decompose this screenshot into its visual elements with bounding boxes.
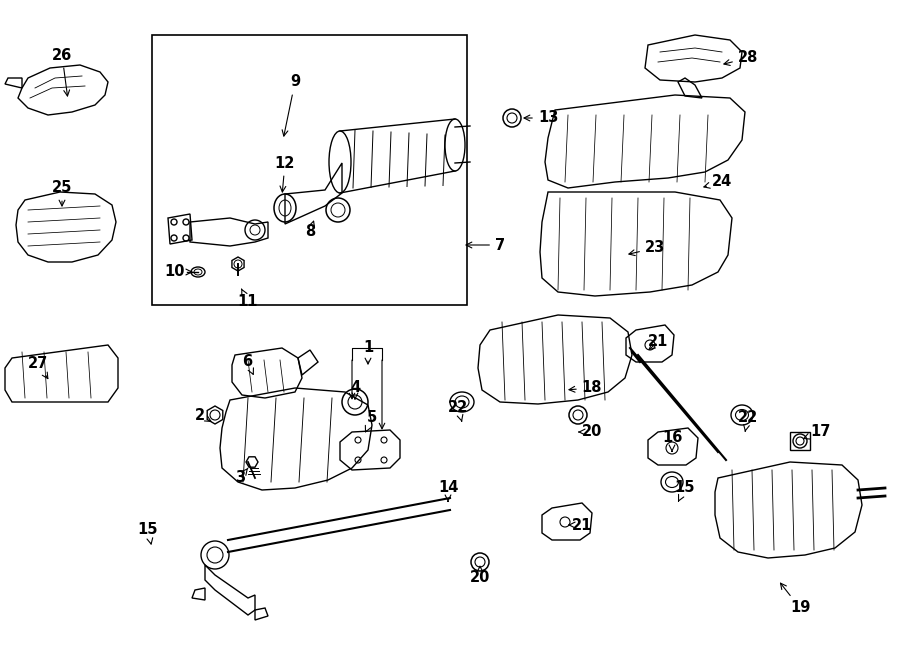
Text: 4: 4 — [350, 381, 360, 399]
Text: 23: 23 — [629, 241, 665, 256]
Text: 20: 20 — [470, 566, 490, 586]
Text: 20: 20 — [579, 424, 602, 440]
Text: 7: 7 — [466, 237, 505, 253]
Text: 3: 3 — [235, 468, 248, 485]
Text: 28: 28 — [724, 50, 758, 65]
Text: 24: 24 — [704, 175, 732, 190]
Text: 19: 19 — [780, 583, 810, 615]
Text: 15: 15 — [138, 522, 158, 544]
Text: 22: 22 — [448, 401, 468, 421]
Text: 11: 11 — [238, 289, 258, 309]
Text: 21: 21 — [569, 518, 592, 533]
Text: 10: 10 — [165, 264, 192, 280]
Text: 16: 16 — [662, 430, 682, 451]
Text: 25: 25 — [52, 180, 72, 206]
Text: 18: 18 — [569, 381, 602, 395]
Text: 21: 21 — [648, 334, 668, 350]
Bar — [152, 35, 467, 305]
Text: 17: 17 — [804, 424, 830, 440]
Bar — [790, 432, 810, 450]
Text: 14: 14 — [437, 481, 458, 501]
Text: 15: 15 — [675, 481, 695, 501]
Text: 2: 2 — [195, 407, 211, 422]
Text: 22: 22 — [738, 410, 758, 431]
Text: 1: 1 — [363, 340, 374, 364]
Text: 9: 9 — [282, 75, 300, 136]
Text: 27: 27 — [28, 356, 48, 379]
Text: 26: 26 — [52, 48, 72, 96]
Text: 13: 13 — [524, 110, 558, 126]
Text: 5: 5 — [365, 410, 377, 432]
Text: 8: 8 — [305, 221, 315, 239]
Text: 6: 6 — [242, 354, 254, 374]
Text: 12: 12 — [274, 155, 295, 192]
